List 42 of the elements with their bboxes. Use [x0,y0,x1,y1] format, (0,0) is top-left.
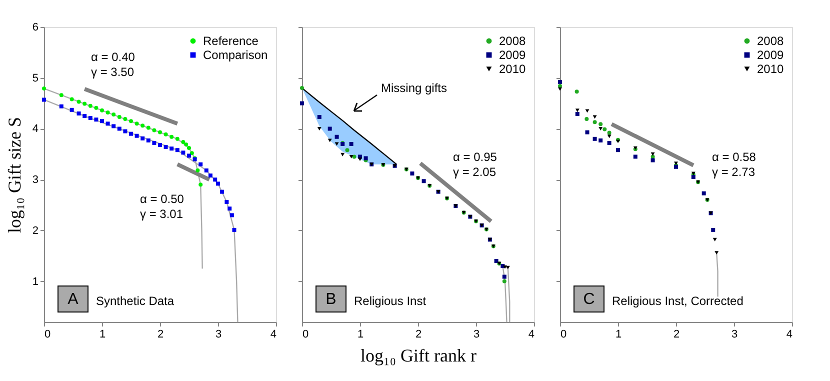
legend-label: Comparison [203,48,268,62]
x-tick-label: 2 [415,328,422,340]
y-tick-label: 6 [32,22,38,34]
x-tick-label: 4 [786,328,792,340]
y-tick-label: 2 [32,224,38,237]
x-tick-label: 4 [270,328,276,340]
annotation: Religious Inst, Corrected [612,294,744,308]
x-tick-label: 2 [673,328,680,340]
annotation: C [583,291,595,308]
x-tick-label: 1 [615,328,622,340]
x-tick-label: 0 [44,328,51,340]
legend-label: 2010 [757,62,784,76]
annotation: Missing gifts [381,81,448,95]
y-tick-label: 3 [32,174,38,186]
x-tick-label: 4 [528,328,534,340]
x-tick-label: 3 [215,328,222,340]
y-tick-label: 1 [32,276,38,288]
x-tick-label: 3 [731,328,738,340]
annotation: α = 0.58 γ = 2.73 [712,150,756,179]
y-tick-label: 5 [32,72,38,84]
annotation: Synthetic Data [96,294,174,308]
x-tick-label: 1 [99,328,106,340]
annotation: B [326,291,336,308]
annotation: α = 0.40 γ = 3.50 [91,50,136,79]
x-tick-label: 1 [357,328,364,340]
annotation: α = 0.95 γ = 2.05 [453,150,498,179]
annotation: Religious Inst [354,294,427,308]
annotation: A [68,291,79,308]
y-axis-title: log₁₀ Gift size S [4,116,24,234]
legend-label: 2008 [499,34,526,48]
legend-label: 2009 [499,48,526,62]
annotation: α = 0.50 γ = 3.01 [140,192,184,221]
x-axis-title: log₁₀ Gift rank r [360,346,477,366]
legend-label: 2008 [757,34,784,48]
legend-label: 2010 [499,62,526,76]
legend-label: Reference [203,34,259,48]
y-tick-label: 4 [32,123,38,136]
x-tick-label: 3 [473,328,480,340]
legend-label: 2009 [757,48,784,62]
x-tick-label: 2 [157,328,164,340]
x-tick-label: 0 [560,328,567,340]
x-tick-label: 0 [302,328,309,340]
